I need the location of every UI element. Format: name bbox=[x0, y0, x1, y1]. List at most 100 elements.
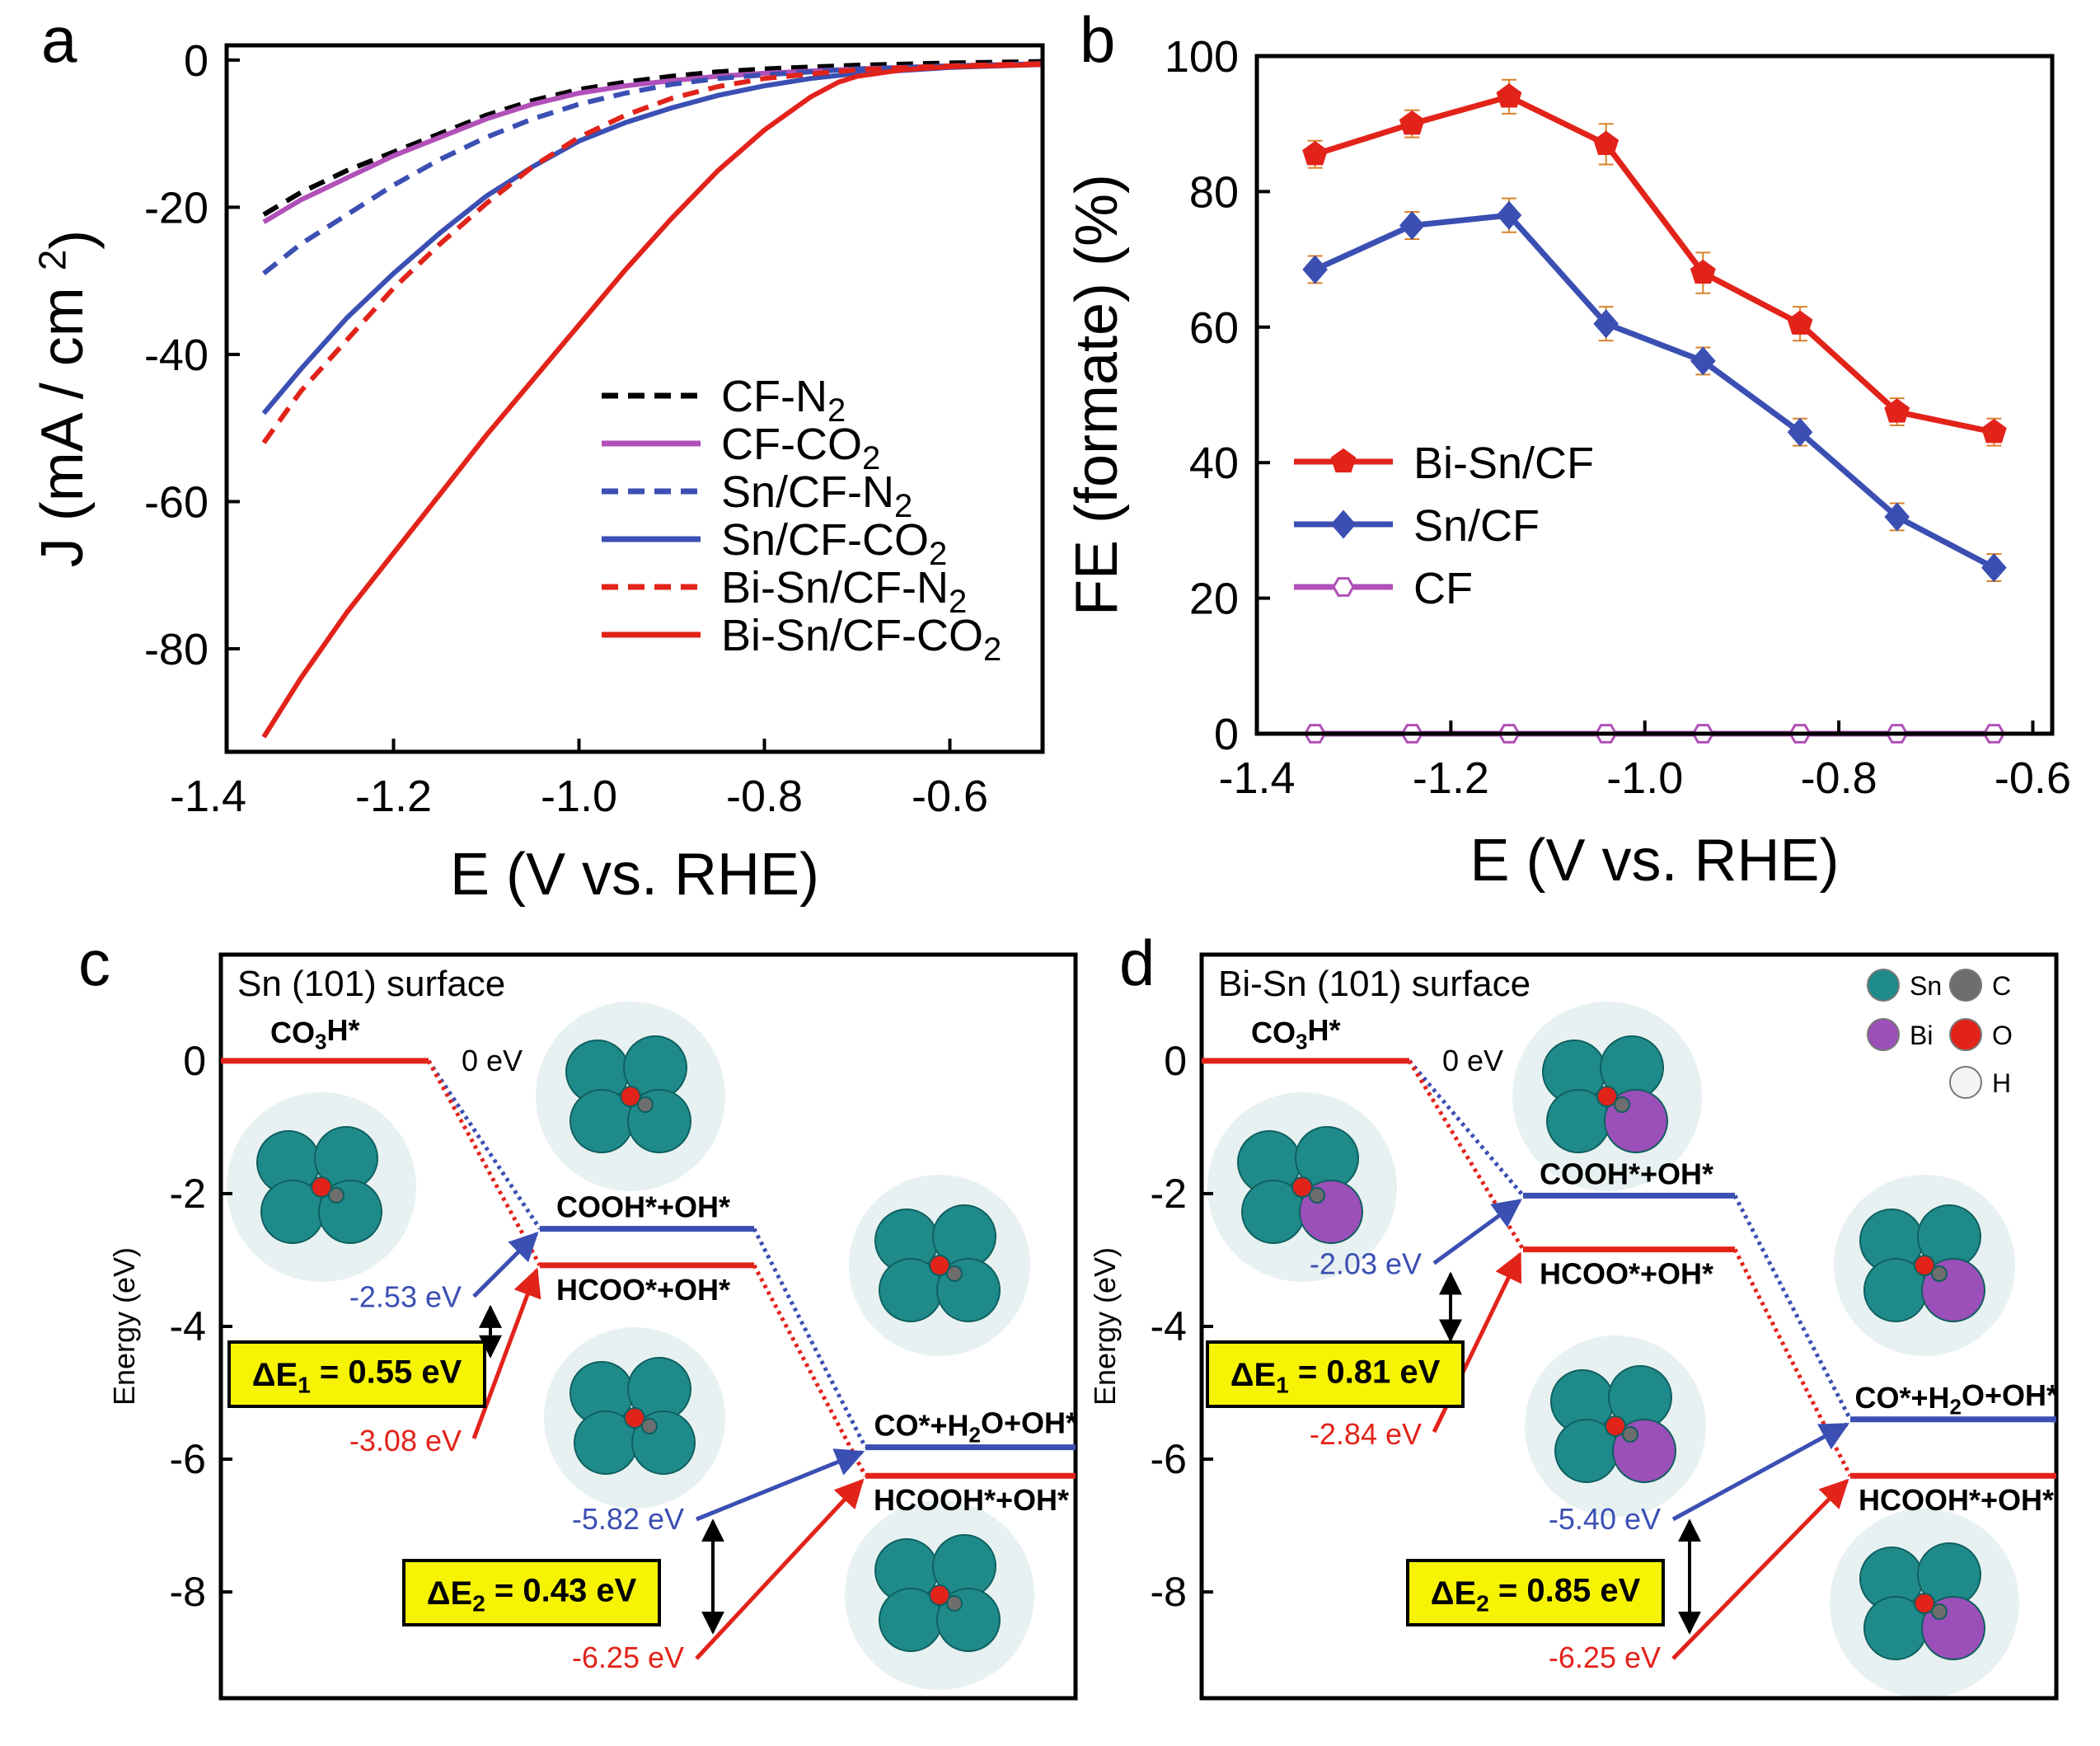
data-point bbox=[1981, 553, 2007, 583]
atom bbox=[620, 1086, 641, 1107]
data-point bbox=[1330, 448, 1357, 473]
structure-snapshot bbox=[849, 1175, 1030, 1356]
y-tick-label: -4 bbox=[170, 1303, 206, 1349]
energy-value: -2.53 eV bbox=[349, 1280, 462, 1314]
data-point bbox=[1884, 398, 1910, 423]
y-tick-label: 40 bbox=[1189, 439, 1239, 488]
x-tick-label: -1.2 bbox=[1413, 753, 1489, 803]
panel-b: b -1.4 -1.2 -1.0 -0.8 -0.6 0 20 40 60 80 100 E (V vs… bbox=[1064, 3, 2071, 894]
atom-legend-label: Bi bbox=[1910, 1021, 1933, 1050]
surface-title: Bi-Sn (101) surface bbox=[1218, 964, 1530, 1004]
x-tick-label: -1.2 bbox=[355, 772, 432, 821]
atom-legend-label: Sn bbox=[1910, 971, 1942, 1001]
atom bbox=[1309, 1187, 1325, 1204]
delta-box bbox=[1206, 1340, 1465, 1408]
atom-legend-swatch bbox=[1949, 1018, 1982, 1051]
atom-legend-swatch bbox=[1949, 1066, 1982, 1099]
y-tick-label: -6 bbox=[1151, 1436, 1187, 1482]
atom-legend-swatch bbox=[1867, 1018, 1900, 1051]
atom bbox=[946, 1595, 963, 1612]
data-point bbox=[1496, 83, 1522, 108]
x-axis-title: E (V vs. RHE) bbox=[1470, 828, 1839, 894]
panel-d: d0 -2 -4 -6 -8 Energy (eV) Bi-Sn (101) surface… bbox=[1088, 927, 2059, 1701]
legend-label: Sn/CF-CO2 bbox=[721, 515, 947, 572]
data-point bbox=[1787, 310, 1813, 335]
data-point bbox=[1593, 309, 1619, 339]
panel-letter-d: d bbox=[1119, 927, 1155, 999]
x-tick-label: -1.0 bbox=[541, 772, 617, 821]
x-axis-title: E (V vs. RHE) bbox=[450, 842, 819, 908]
structure-snapshot bbox=[1525, 1335, 1706, 1517]
level-label: HCOOH*+OH* bbox=[1859, 1483, 2054, 1517]
energy-arrow bbox=[696, 1448, 865, 1522]
delta-box bbox=[227, 1340, 486, 1408]
delta-box-label: ΔE2 = 0.43 eV bbox=[427, 1572, 637, 1616]
series-line-5 bbox=[261, 61, 1043, 444]
y-axis-title: J (mA / cm 2) bbox=[30, 230, 105, 568]
atom-legend-label: H bbox=[1992, 1068, 2011, 1098]
atom-legend-label: O bbox=[1992, 1021, 2013, 1050]
y-tick-label: -2 bbox=[170, 1171, 206, 1217]
data-point bbox=[1980, 418, 2007, 444]
legend-label: Sn/CF-N2 bbox=[721, 467, 912, 524]
series-line-4 bbox=[261, 62, 1043, 415]
connector-dotted bbox=[1408, 1059, 1525, 1197]
x-tick-label: -1.4 bbox=[1218, 753, 1295, 803]
level-label: HCOO*+OH* bbox=[556, 1273, 730, 1307]
data-point bbox=[1593, 130, 1620, 155]
x-tick-label: -0.8 bbox=[1801, 753, 1877, 803]
atom bbox=[1291, 1176, 1313, 1198]
data-point bbox=[1690, 259, 1716, 284]
energy-arrow bbox=[1432, 1199, 1522, 1265]
energy-value: 0 eV bbox=[462, 1044, 523, 1077]
legend-label: Bi-Sn/CF-N2 bbox=[721, 563, 967, 620]
series-line-Bi-Sn/CF bbox=[1314, 93, 1995, 435]
level-label: COOH*+OH* bbox=[1540, 1157, 1713, 1190]
energy-value: 0 eV bbox=[1442, 1044, 1503, 1077]
data-point bbox=[1302, 255, 1328, 284]
connector-dotted bbox=[1732, 1195, 1853, 1420]
structure-snapshot bbox=[1512, 1002, 1702, 1191]
energy-value: -2.03 eV bbox=[1310, 1246, 1422, 1280]
connector-dotted bbox=[752, 1264, 868, 1477]
legend-label: Bi-Sn/CF bbox=[1413, 439, 1594, 488]
data-point bbox=[1302, 140, 1329, 166]
structure-snapshot bbox=[1830, 1509, 2019, 1698]
y-tick-label: -8 bbox=[1151, 1569, 1187, 1615]
x-tick-label: -0.8 bbox=[726, 772, 803, 821]
connector-dotted bbox=[752, 1227, 868, 1448]
y-tick-label: 60 bbox=[1189, 303, 1239, 353]
y-tick-label: 0 bbox=[183, 1038, 206, 1084]
x-tick-label: -0.6 bbox=[912, 772, 988, 821]
data-point bbox=[1330, 509, 1357, 539]
level-label: COOH*+OH* bbox=[556, 1190, 730, 1224]
atom bbox=[929, 1255, 950, 1276]
data-point bbox=[1496, 200, 1522, 230]
series-line-6 bbox=[261, 62, 1043, 739]
y-tick-label: 0 bbox=[184, 36, 209, 86]
connector-dotted bbox=[426, 1059, 542, 1230]
structure-snapshot bbox=[536, 1002, 725, 1191]
atom bbox=[1931, 1603, 1948, 1620]
atom-legend-swatch bbox=[1867, 969, 1900, 1002]
level-label: HCOO*+OH* bbox=[1540, 1257, 1713, 1291]
atom bbox=[637, 1096, 654, 1113]
y-tick-label: 0 bbox=[1164, 1038, 1187, 1084]
y-tick-label: -80 bbox=[144, 625, 209, 674]
data-point bbox=[1884, 502, 1910, 532]
atom bbox=[946, 1265, 963, 1282]
x-tick-label: -1.4 bbox=[170, 772, 246, 821]
data-point bbox=[1690, 346, 1716, 376]
series-line-Sn/CF bbox=[1314, 212, 1996, 570]
structure-snapshot bbox=[227, 1092, 416, 1282]
y-tick-label: 0 bbox=[1214, 710, 1239, 759]
atom bbox=[641, 1418, 658, 1434]
energy-arrow bbox=[1671, 1422, 1850, 1522]
legend-label: Sn/CF bbox=[1413, 501, 1540, 551]
energy-value: -6.25 eV bbox=[572, 1640, 684, 1674]
atom bbox=[1622, 1426, 1638, 1443]
atom bbox=[1914, 1593, 1935, 1614]
data-point bbox=[1787, 417, 1813, 447]
plot-frame-a bbox=[224, 43, 1045, 754]
